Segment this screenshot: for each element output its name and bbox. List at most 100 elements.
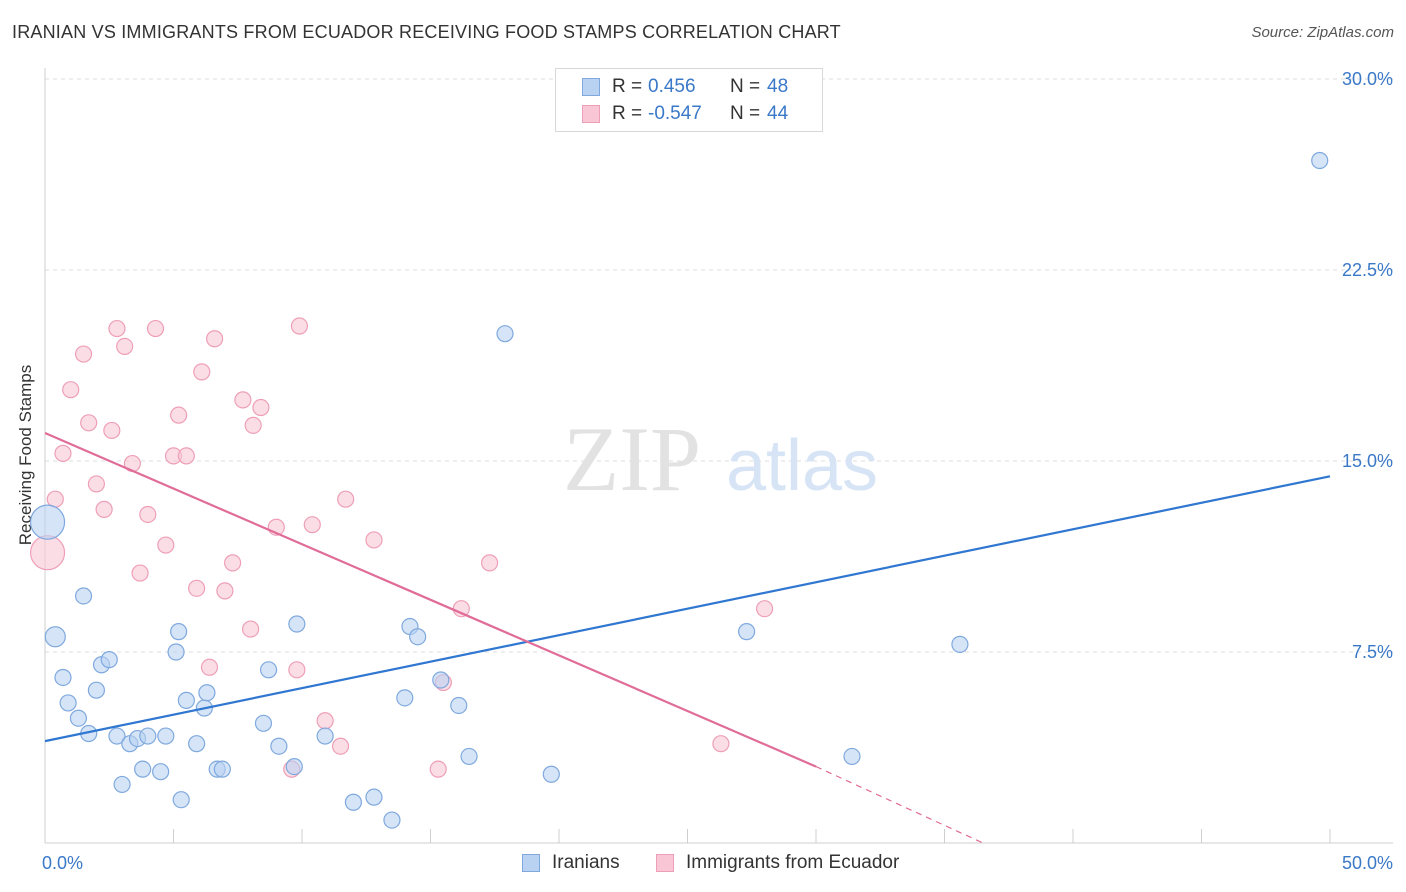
series-ecuador-points xyxy=(29,317,774,778)
legend-n-label: N = xyxy=(730,76,761,97)
iranians-point xyxy=(87,681,106,699)
ecuador-point xyxy=(252,398,270,417)
ecuador-point xyxy=(188,579,206,597)
ecuador-point xyxy=(116,337,134,355)
ecuador-point xyxy=(146,319,165,338)
ecuador-point xyxy=(193,363,211,381)
iranians-point xyxy=(59,694,77,712)
ecuador-trend-line xyxy=(44,431,817,768)
legend-r-value: 0.456 xyxy=(648,76,696,97)
iranians-point xyxy=(134,760,152,778)
iranians-point xyxy=(177,691,195,709)
ecuador-point xyxy=(244,416,262,434)
correlation-legend: R = 0.456 N = 48 R = -0.547 N = 44 xyxy=(555,68,823,132)
iranians-point xyxy=(1311,151,1329,170)
legend-n-label: N = xyxy=(730,103,761,124)
ecuador-point xyxy=(157,536,175,554)
bottom-legend-iranians: Iranians xyxy=(522,852,620,874)
iranians-point xyxy=(316,727,334,745)
ecuador-point xyxy=(95,500,113,518)
ecuador-point xyxy=(80,414,98,432)
iranians-point xyxy=(29,504,66,540)
iranians-trend-line xyxy=(44,475,1331,743)
y-tick-label: 7.5% xyxy=(1352,642,1393,662)
iranians-point xyxy=(167,643,185,661)
legend-n-value: 44 xyxy=(767,103,789,124)
iranians-point xyxy=(113,775,131,794)
ecuador-point xyxy=(234,391,252,409)
y-tick-label: 30.0% xyxy=(1342,69,1393,89)
axis-layer xyxy=(44,68,1393,844)
legend-swatch-pink xyxy=(582,105,600,123)
x-tick-label: 0.0% xyxy=(42,853,83,873)
y-tick-label: 22.5% xyxy=(1342,260,1393,280)
iranians-point xyxy=(254,714,273,732)
x-tick-label: 50.0% xyxy=(1342,853,1393,873)
iranians-point xyxy=(951,635,969,653)
ecuador-point xyxy=(139,505,157,524)
ecuador-point xyxy=(200,658,219,676)
iranians-point xyxy=(139,727,157,745)
iranians-point xyxy=(396,689,414,707)
grid-layer xyxy=(45,78,1393,653)
source-label: Source: ZipAtlas.com xyxy=(1251,24,1394,41)
legend-r-label: R = xyxy=(612,76,643,97)
ecuador-point xyxy=(177,447,195,465)
watermark-atlas: atlas xyxy=(726,426,878,506)
iranians-point xyxy=(108,727,126,745)
ecuador-point xyxy=(62,381,80,399)
ecuador-point xyxy=(224,554,242,572)
iranians-point xyxy=(170,623,188,641)
series-iranians-points xyxy=(29,151,1329,829)
iranians-point xyxy=(270,737,288,755)
iranians-point xyxy=(157,727,175,745)
iranians-point xyxy=(152,763,170,781)
iranians-point xyxy=(432,671,450,689)
bottom-legend-swatch-blue xyxy=(522,854,540,872)
ecuador-point xyxy=(288,661,306,679)
iranians-point xyxy=(100,651,118,669)
ecuador-point xyxy=(481,554,499,572)
iranians-point xyxy=(259,661,278,679)
iranians-point xyxy=(285,757,303,776)
y-tick-label: 15.0% xyxy=(1342,451,1393,471)
iranians-point xyxy=(383,811,401,829)
ecuador-point xyxy=(429,760,447,778)
chart-title: IRANIAN VS IMMIGRANTS FROM ECUADOR RECEI… xyxy=(12,22,841,42)
ecuador-point xyxy=(216,582,234,600)
ecuador-point xyxy=(337,490,355,508)
iranians-point xyxy=(188,735,206,753)
iranians-point xyxy=(496,325,514,343)
ecuador-point xyxy=(108,319,126,338)
ecuador-point xyxy=(87,475,106,493)
ecuador-point xyxy=(755,600,774,618)
bottom-legend-swatch-pink xyxy=(656,854,674,872)
ecuador-point xyxy=(316,712,334,730)
legend-n-value: 48 xyxy=(767,76,789,97)
bottom-legend-label-ecuador: Immigrants from Ecuador xyxy=(686,852,900,873)
iranians-point xyxy=(44,626,66,648)
ecuador-point xyxy=(365,531,383,549)
legend-r-value: -0.547 xyxy=(648,103,702,124)
legend-row-iranians: R = 0.456 N = 48 xyxy=(582,74,788,100)
ecuador-point xyxy=(331,737,350,755)
iranians-point xyxy=(288,615,306,633)
ecuador-point xyxy=(206,330,224,348)
ecuador-point xyxy=(170,406,188,424)
trend-lines xyxy=(44,431,1331,844)
ecuador-point xyxy=(54,444,72,462)
ecuador-point xyxy=(103,421,121,440)
legend-swatch-blue xyxy=(582,78,600,96)
watermark: ZIP atlas xyxy=(563,408,878,510)
ecuador-point xyxy=(74,345,93,363)
ecuador-point xyxy=(29,535,66,571)
ecuador-point xyxy=(290,317,309,335)
iranians-point xyxy=(843,747,861,766)
iranians-point xyxy=(172,791,190,809)
iranians-point xyxy=(460,747,478,766)
watermark-zip: ZIP xyxy=(563,408,701,510)
iranians-point xyxy=(54,668,72,687)
iranians-point xyxy=(365,788,383,806)
